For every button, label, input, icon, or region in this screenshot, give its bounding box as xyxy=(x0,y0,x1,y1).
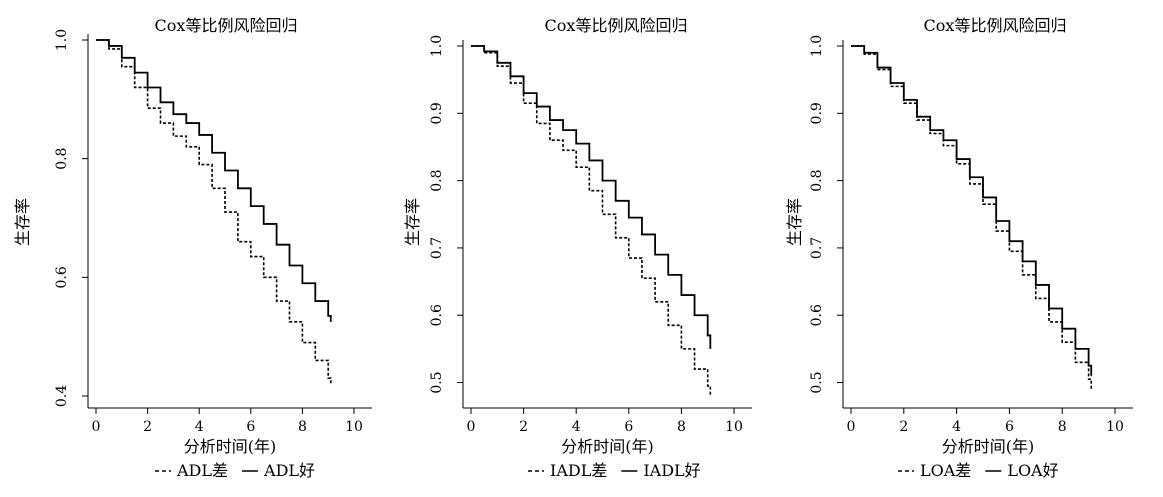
series-line-dashed xyxy=(471,45,712,396)
x-tick-label: 2 xyxy=(143,419,152,435)
x-tick-label: 0 xyxy=(92,419,101,435)
y-tick-label: 0.4 xyxy=(54,385,70,407)
legend-label: ADL差 xyxy=(176,461,228,480)
y-tick-label: 0.7 xyxy=(809,237,825,259)
x-tick-label: 8 xyxy=(1058,419,1067,435)
y-tick-label: 0.5 xyxy=(809,371,825,393)
y-axis-label: 生存率 xyxy=(403,198,422,246)
x-tick-label: 4 xyxy=(572,419,581,435)
y-tick-label: 0.6 xyxy=(429,304,445,326)
legend-label: LOA差 xyxy=(920,461,971,480)
legend-label: LOA好 xyxy=(1007,461,1058,480)
y-tick-label: 0.7 xyxy=(429,237,445,259)
y-axis-label: 生存率 xyxy=(13,198,32,246)
x-tick-label: 2 xyxy=(899,419,908,435)
y-tick-label: 0.9 xyxy=(809,102,825,124)
x-tick-label: 10 xyxy=(345,419,363,435)
series-line-solid xyxy=(96,39,332,322)
y-axis-label: 生存率 xyxy=(785,198,804,246)
x-tick-label: 6 xyxy=(246,419,255,435)
x-tick-label: 6 xyxy=(1005,419,1014,435)
series-line-solid xyxy=(471,45,712,349)
legend: IADL差 IADL好 xyxy=(528,461,701,480)
x-tick-label: 0 xyxy=(467,419,476,435)
legend-label: IADL差 xyxy=(550,461,607,480)
legend: LOA差 LOA好 xyxy=(898,461,1059,480)
legend-label: ADL好 xyxy=(263,461,315,480)
x-tick-label: 6 xyxy=(624,419,633,435)
y-tick-label: 0.8 xyxy=(809,169,825,191)
y-tick-label: 1.0 xyxy=(809,35,825,57)
x-tick-label: 8 xyxy=(677,419,686,435)
y-tick-label: 1.0 xyxy=(429,35,445,57)
chart-panel-3: Cox等比例风险回归 0.5 0.6 0.7 0.8 0.9 1.0 0 2 4 6 8 10 分析时间(… xyxy=(785,16,1133,480)
x-tick-label: 10 xyxy=(725,419,743,435)
legend: ADL差 ADL好 xyxy=(155,461,315,480)
x-tick-label: 10 xyxy=(1106,419,1124,435)
chart-panel-1: Cox等比例风险回归 0.4 0.6 0.8 1.0 0 2 4 6 8 10 分析时间(年) 生存率 A… xyxy=(13,16,372,480)
series-line-dashed xyxy=(851,45,1093,390)
y-tick-label: 0.5 xyxy=(429,371,445,393)
series-line-solid xyxy=(851,45,1093,376)
legend-label: IADL好 xyxy=(643,461,700,480)
chart-title: Cox等比例风险回归 xyxy=(924,16,1067,35)
x-tick-label: 4 xyxy=(195,419,204,435)
y-tick-label: 0.8 xyxy=(429,169,445,191)
chart-panel-2: Cox等比例风险回归 0.5 0.6 0.7 0.8 0.9 1.0 0 2 4 6 8 10 分析时间(… xyxy=(403,16,752,480)
x-axis-label: 分析时间(年) xyxy=(942,437,1035,456)
series-line-dashed xyxy=(96,39,332,385)
chart-title: Cox等比例风险回归 xyxy=(155,16,298,35)
y-tick-label: 0.9 xyxy=(429,102,445,124)
x-axis-label: 分析时间(年) xyxy=(561,437,654,456)
x-tick-label: 2 xyxy=(519,419,528,435)
chart-title: Cox等比例风险回归 xyxy=(545,16,688,35)
y-tick-label: 0.6 xyxy=(809,304,825,326)
y-tick-label: 0.6 xyxy=(54,266,70,288)
x-tick-label: 0 xyxy=(847,419,856,435)
x-tick-label: 8 xyxy=(298,419,307,435)
x-axis-label: 分析时间(年) xyxy=(184,437,277,456)
x-tick-label: 4 xyxy=(952,419,961,435)
y-tick-label: 0.8 xyxy=(54,148,70,170)
y-tick-label: 1.0 xyxy=(54,29,70,51)
